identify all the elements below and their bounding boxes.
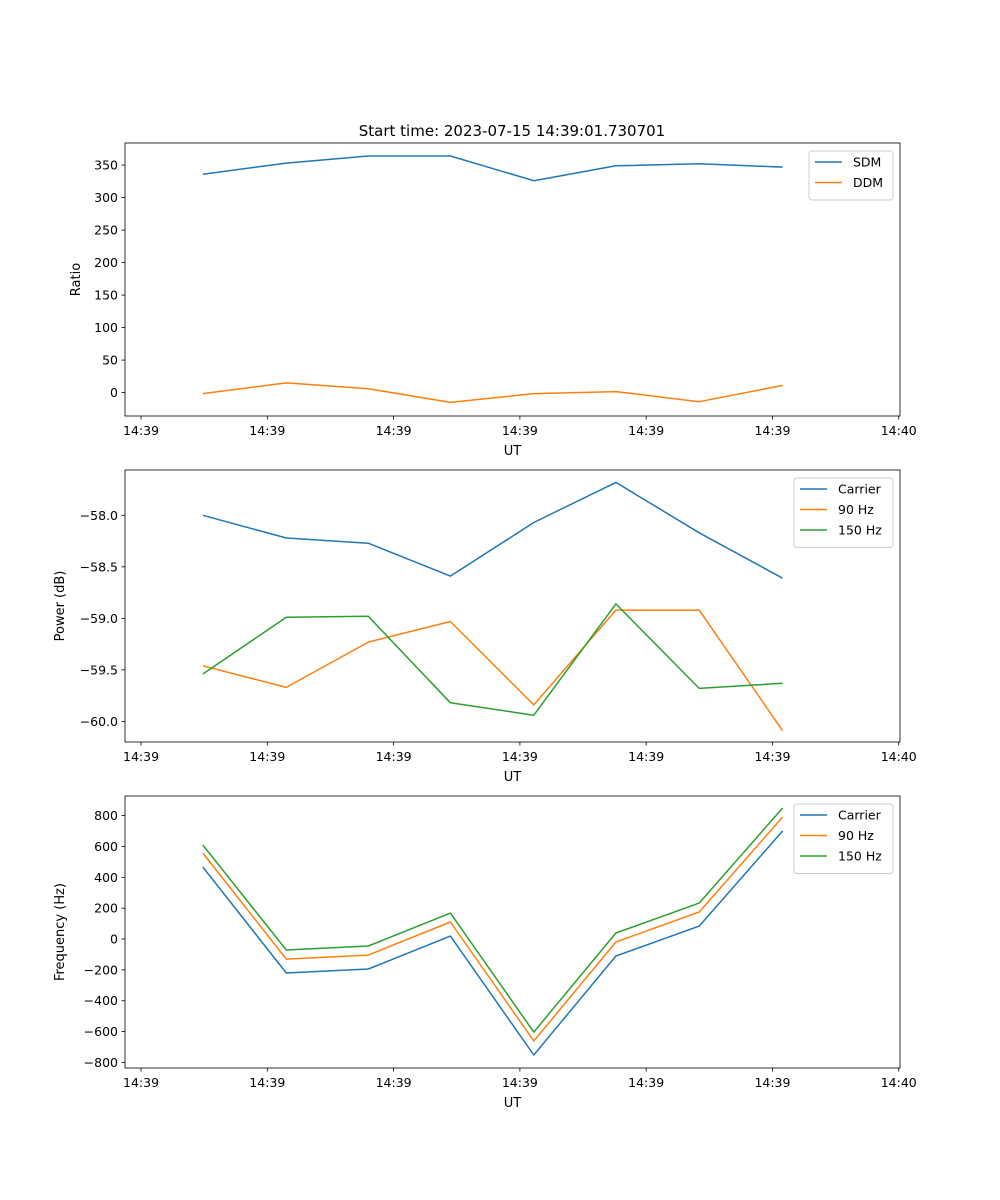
series-line-ddm (202, 382, 783, 404)
x-axis-label: UT (504, 1096, 522, 1111)
axes-frame (124, 795, 901, 1069)
x-axis-label: UT (504, 444, 522, 459)
x-tick-label: 14:39 (123, 749, 159, 764)
x-tick-label: 14:40 (881, 423, 917, 438)
y-tick-label: −58.0 (80, 508, 118, 523)
x-tick-label: 14:39 (123, 1075, 159, 1090)
legend: Carrier 90 Hz 150 Hz (793, 803, 894, 874)
y-tick-label: 200 (94, 255, 118, 270)
axes-frame (124, 142, 901, 417)
subplot-1: 14:39 14:39 14:39 14:39 14:39 14:39 14:40 0 50 10… (69, 142, 917, 459)
y-tick-label: 0 (110, 932, 118, 947)
y-tick-label: 800 (94, 808, 118, 823)
y-tick-label: 200 (94, 901, 118, 916)
series-line-90-hz (202, 816, 784, 1042)
legend-label: 90 Hz (838, 828, 874, 843)
x-tick-label: 14:39 (502, 749, 538, 764)
x-tick-label: 14:39 (754, 1075, 790, 1090)
x-tick-label: 14:39 (123, 423, 159, 438)
y-tick-label: 50 (102, 353, 118, 368)
y-tick-label: 0 (110, 385, 118, 400)
y-tick-label: −59.5 (80, 662, 118, 677)
y-tick-label: −600 (84, 1024, 118, 1039)
x-tick-label: 14:39 (249, 1075, 285, 1090)
legend-label: DDM (853, 175, 883, 190)
y-tick-label: 400 (94, 870, 118, 885)
subplot-2: 14:39 14:39 14:39 14:39 14:39 14:39 14:40 −60.0… (53, 469, 917, 785)
x-tick-label: 14:40 (881, 749, 917, 764)
subplot-3: 14:39 14:39 14:39 14:39 14:39 14:39 14:40 −800 −… (53, 795, 917, 1111)
x-tick-label: 14:39 (502, 1075, 538, 1090)
y-tick-label: 150 (94, 288, 118, 303)
y-tick-label: −58.5 (80, 559, 118, 574)
y-tick-label: −400 (84, 993, 118, 1008)
legend-box (808, 150, 894, 201)
series-line-90-hz (202, 609, 784, 732)
y-axis-label: Frequency (Hz) (53, 883, 68, 981)
y-tick-label: −200 (84, 962, 118, 977)
legend-label: 90 Hz (838, 502, 874, 517)
legend-label: 150 Hz (838, 849, 882, 864)
y-tick-label: 100 (94, 320, 118, 335)
series-line-carrier (202, 830, 784, 1056)
x-tick-label: 14:39 (376, 749, 412, 764)
x-tick-label: 14:39 (249, 749, 285, 764)
legend: Carrier 90 Hz 150 Hz (793, 477, 894, 548)
y-tick-label: −59.0 (80, 611, 118, 626)
x-tick-label: 14:39 (628, 1075, 664, 1090)
y-tick-label: 300 (94, 190, 118, 205)
x-tick-label: 14:39 (628, 749, 664, 764)
y-tick-label: 600 (94, 839, 118, 854)
legend: SDM DDM (808, 150, 894, 201)
y-tick-label: −60.0 (80, 714, 118, 729)
y-tick-label: −800 (84, 1055, 118, 1070)
x-tick-label: 14:39 (754, 749, 790, 764)
y-tick-label: 350 (94, 158, 118, 173)
x-tick-label: 14:39 (376, 423, 412, 438)
x-tick-label: 14:39 (628, 423, 664, 438)
figure-title: Start time: 2023-07-15 14:39:01.730701 (359, 122, 665, 140)
legend-label: Carrier (838, 808, 882, 823)
x-tick-label: 14:39 (376, 1075, 412, 1090)
legend-label: SDM (853, 155, 881, 170)
axes-frame (124, 469, 901, 743)
y-axis-label: Ratio (69, 263, 84, 296)
legend-label: Carrier (838, 482, 882, 497)
legend-label: 150 Hz (838, 523, 882, 538)
x-tick-label: 14:39 (502, 423, 538, 438)
series-line-150-hz (202, 807, 784, 1033)
series-line-150-hz (202, 603, 783, 716)
y-axis-label: Power (dB) (53, 571, 68, 642)
x-axis-label: UT (504, 770, 522, 785)
x-tick-label: 14:40 (881, 1075, 917, 1090)
x-tick-label: 14:39 (249, 423, 285, 438)
y-tick-label: 250 (94, 223, 118, 238)
series-line-carrier (202, 481, 783, 579)
x-tick-label: 14:39 (754, 423, 790, 438)
series-line-sdm (202, 155, 783, 182)
